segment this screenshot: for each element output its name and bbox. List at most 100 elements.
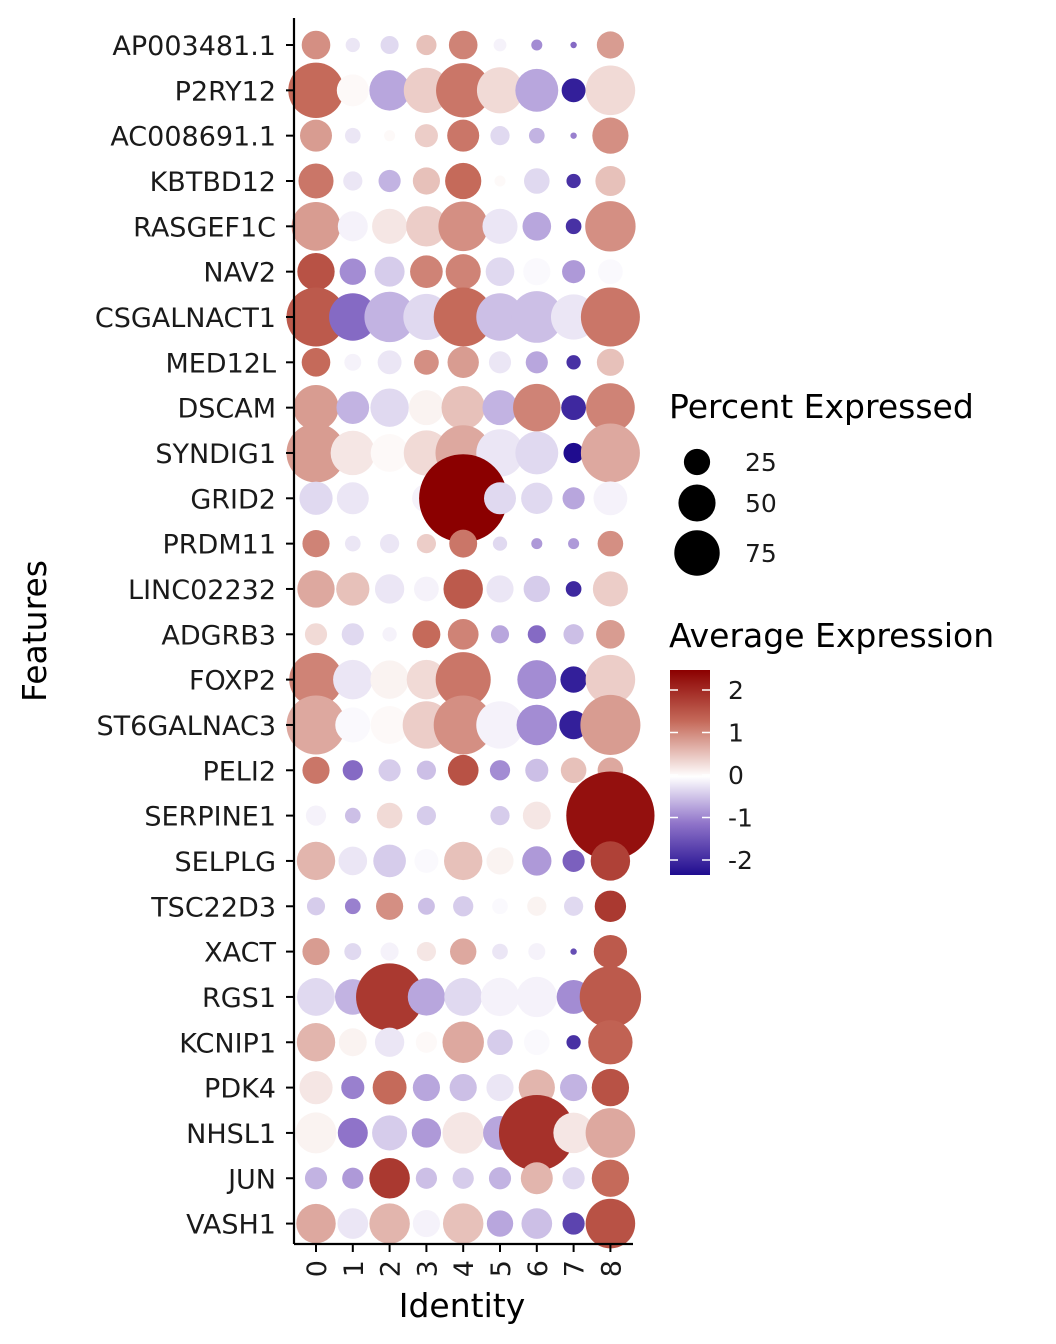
dot (301, 30, 331, 60)
dot (598, 259, 623, 285)
dot (445, 162, 482, 200)
dot (566, 173, 581, 189)
dot (450, 938, 477, 965)
dot (594, 890, 627, 922)
dot (562, 260, 586, 284)
dot (511, 291, 563, 343)
size-legend-label: 25 (745, 448, 777, 477)
dot (595, 165, 626, 197)
dot (531, 538, 543, 550)
dot (345, 37, 360, 53)
dot (370, 388, 409, 427)
dot (288, 62, 344, 119)
dot (449, 529, 478, 558)
dot (553, 1112, 594, 1154)
dot (515, 431, 559, 475)
dot (336, 482, 369, 515)
y-tick-label: RGS1 (202, 983, 276, 1014)
dot (341, 1076, 365, 1100)
x-tick-label: 7 (560, 1260, 591, 1277)
dot (566, 771, 655, 860)
dot (337, 1117, 368, 1148)
dot (416, 534, 436, 554)
dot (302, 756, 330, 784)
dot (419, 454, 508, 543)
dot (372, 1070, 407, 1105)
dot (560, 666, 587, 693)
y-tick-label: AP003481.1 (112, 31, 276, 62)
dot (416, 760, 436, 780)
dot (585, 201, 636, 252)
dot (298, 163, 334, 199)
dot (516, 704, 558, 746)
dot (416, 806, 436, 826)
dot (414, 576, 439, 602)
dot (597, 530, 624, 557)
dot (447, 119, 480, 152)
dot (449, 1074, 477, 1102)
dot (563, 624, 584, 645)
dot (452, 1167, 474, 1189)
x-tick-label: 8 (596, 1260, 627, 1277)
dot (521, 1208, 553, 1239)
dot (492, 943, 508, 960)
y-tick-label: SELPLG (175, 847, 277, 878)
dot (560, 1074, 588, 1102)
dot (489, 760, 511, 781)
colorbar-label: -2 (728, 846, 753, 875)
dot (406, 206, 447, 247)
dot (570, 41, 577, 49)
dot (480, 977, 520, 1017)
x-tick-label: 3 (412, 1260, 443, 1277)
dot (336, 391, 370, 424)
dot (513, 383, 561, 432)
dot (528, 127, 545, 144)
dot (335, 707, 371, 743)
dot (570, 132, 577, 139)
dot (408, 390, 444, 426)
y-tick-label: PELI2 (202, 756, 276, 787)
dot (486, 847, 514, 875)
dot (525, 758, 549, 782)
dot (482, 208, 518, 244)
dot (293, 385, 339, 431)
dot (412, 1210, 440, 1238)
y-tick-label: NHSL1 (186, 1119, 276, 1150)
dot (299, 1070, 333, 1105)
dot (416, 34, 437, 56)
dot (306, 897, 326, 916)
dot (527, 625, 546, 644)
dot (493, 38, 507, 52)
dot (563, 442, 584, 464)
dot (562, 849, 585, 873)
dot (377, 350, 402, 375)
dot (517, 660, 557, 700)
dot (344, 807, 361, 824)
dot (299, 481, 333, 515)
dot (445, 254, 481, 290)
dot (286, 287, 346, 347)
dot (341, 623, 364, 646)
dot (528, 943, 546, 961)
size-legend-label: 50 (745, 489, 777, 518)
y-axis-ticks: AP003481.1 P2RY12 AC008691.1 KBTBD12 RASGEF1… (95, 31, 294, 1241)
dot (342, 760, 363, 781)
dot (442, 1021, 484, 1063)
dot (585, 1198, 636, 1249)
dot (515, 68, 559, 112)
dot (336, 572, 370, 606)
dot (560, 757, 587, 784)
dot (488, 1167, 512, 1190)
y-tick-label: VASH1 (186, 1210, 276, 1241)
dot (490, 806, 510, 826)
y-tick-label: KCNIP1 (179, 1028, 276, 1059)
dot (523, 258, 551, 286)
dot (414, 848, 439, 873)
dot (566, 1035, 581, 1050)
y-tick-label: ADGRB3 (161, 620, 276, 651)
dot (329, 293, 377, 341)
dot (330, 430, 375, 476)
dot (443, 569, 483, 609)
colorbar-label: 2 (728, 676, 744, 705)
